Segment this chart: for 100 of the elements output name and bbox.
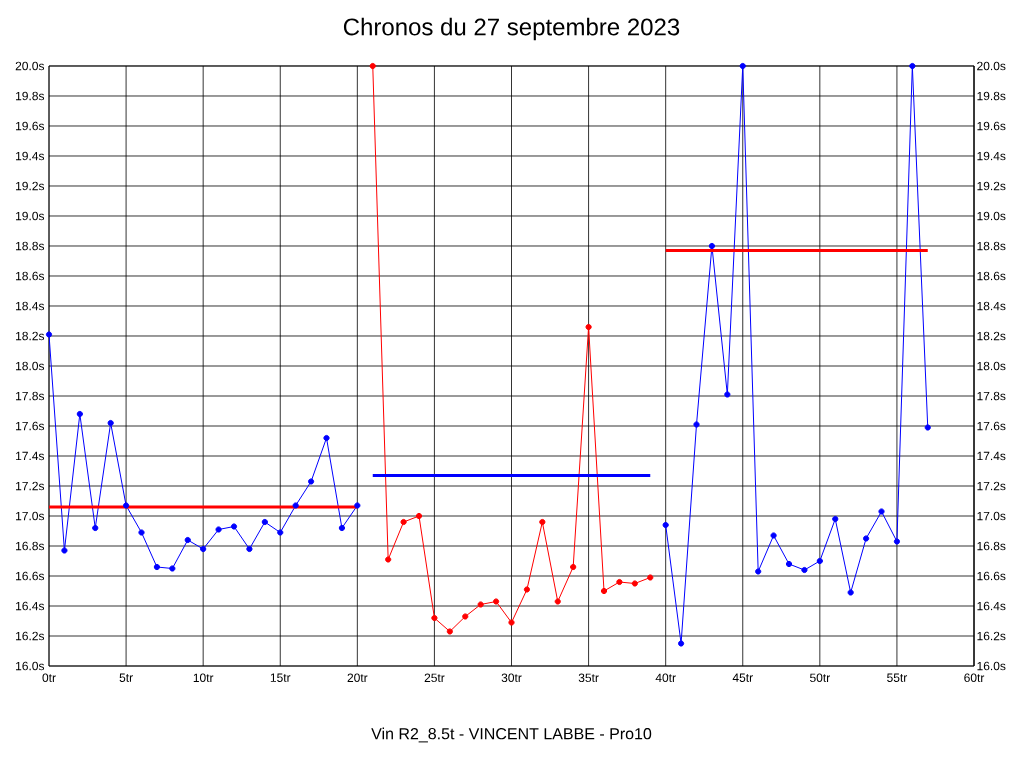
point: [323, 434, 330, 442]
point: [400, 518, 407, 526]
point: [230, 523, 238, 530]
point: [261, 518, 268, 526]
y2-tick-label: 16.2s: [977, 631, 1006, 641]
y-tick-label: 18.4s: [16, 301, 45, 311]
y2-tick-label: 16.8s: [977, 541, 1006, 551]
point: [585, 323, 592, 331]
y-tick-label: 17.2s: [16, 481, 45, 491]
x-tick-label: 55tr: [887, 673, 908, 682]
y2-tick-label: 17.0s: [977, 511, 1006, 521]
y-tick-label: 16.0s: [16, 661, 45, 671]
y-tick-label: 18.8s: [16, 241, 45, 251]
x-tick-label: 30tr: [501, 673, 522, 683]
point: [61, 547, 68, 554]
point: [200, 545, 207, 553]
point: [462, 613, 469, 620]
y-tick-label: 19.4s: [16, 151, 45, 161]
point: [277, 529, 284, 536]
y-tick-label: 17.6s: [16, 421, 45, 431]
y2-tick-label: 17.2s: [977, 481, 1006, 491]
point: [662, 521, 669, 529]
point: [107, 419, 114, 427]
y-tick-label: 19.8s: [16, 91, 45, 101]
x-tick-label: 20tr: [347, 673, 368, 683]
point: [76, 410, 83, 418]
chart-title: Chronos du 27 septembre 2023: [343, 17, 680, 41]
point: [693, 421, 700, 428]
point: [539, 518, 546, 526]
x-tick-label: 40tr: [655, 673, 676, 683]
point: [631, 580, 638, 587]
y2-tick-label: 16.6s: [977, 571, 1006, 581]
point: [785, 560, 793, 568]
point: [724, 391, 731, 398]
point: [385, 556, 392, 563]
x-tick-label: 0tr: [42, 673, 56, 683]
point: [122, 502, 130, 509]
point: [523, 586, 531, 593]
point: [847, 589, 854, 596]
point: [477, 601, 484, 608]
point: [739, 62, 746, 70]
point: [893, 538, 901, 545]
y-tick-label: 17.4s: [16, 451, 45, 461]
point: [600, 587, 608, 595]
point: [153, 563, 161, 571]
point: [446, 628, 453, 635]
point: [755, 568, 762, 575]
x-tick-label: 15tr: [270, 673, 291, 682]
point: [708, 242, 716, 250]
y2-tick-label: 19.4s: [977, 151, 1006, 161]
point: [354, 502, 361, 509]
point: [816, 557, 823, 565]
point: [570, 563, 577, 571]
y-tick-label: 19.0s: [16, 211, 45, 221]
point: [369, 62, 376, 70]
x-tick-label: 10tr: [193, 673, 214, 683]
x-tick-label: 45tr: [732, 673, 753, 682]
y2-tick-label: 19.8s: [977, 91, 1006, 101]
y-tick-label: 20.0s: [15, 61, 45, 71]
point: [215, 526, 222, 533]
y-tick-label: 16.2s: [16, 631, 45, 641]
point: [862, 535, 870, 542]
y-tick-label: 16.6s: [16, 571, 45, 581]
y-tick-label: 17.8s: [16, 391, 45, 401]
y2-tick-label: 17.8s: [977, 391, 1006, 401]
x-tick-label: 5tr: [119, 673, 133, 682]
point: [307, 478, 315, 485]
point: [292, 502, 299, 509]
x-tick-label: 25tr: [424, 673, 445, 683]
y2-tick-label: 19.2s: [977, 181, 1006, 191]
y2-tick-label: 16.4s: [977, 601, 1006, 611]
point: [554, 598, 561, 605]
y2-tick-label: 19.0s: [977, 211, 1006, 221]
point: [169, 565, 176, 572]
point: [246, 545, 253, 553]
point: [92, 524, 99, 532]
y-tick-label: 16.4s: [16, 601, 45, 611]
point: [677, 640, 685, 647]
y2-tick-label: 18.0s: [977, 361, 1006, 371]
point: [878, 508, 885, 515]
x-tick-label: 50tr: [809, 673, 830, 683]
y2-tick-label: 18.8s: [977, 241, 1006, 251]
y2-tick-label: 18.2s: [977, 331, 1006, 341]
y-tick-label: 18.2s: [16, 331, 45, 341]
point: [415, 512, 423, 520]
point: [492, 598, 500, 605]
y-tick-label: 18.6s: [16, 271, 45, 281]
point: [801, 566, 808, 574]
point: [338, 524, 346, 532]
x-tick-label: 35tr: [578, 673, 599, 683]
point: [924, 424, 931, 431]
point: [45, 331, 53, 338]
point: [184, 536, 191, 544]
x-axis-title: Vin R2_8.5t - VINCENT LABBE - Pro10: [371, 727, 652, 743]
y-tick-label: 16.8s: [16, 541, 45, 551]
y2-tick-label: 17.4s: [977, 451, 1006, 461]
y-tick-label: 19.6s: [16, 121, 45, 131]
y-tick-label: 18.0s: [16, 361, 45, 371]
point: [616, 578, 623, 586]
point: [647, 574, 654, 581]
